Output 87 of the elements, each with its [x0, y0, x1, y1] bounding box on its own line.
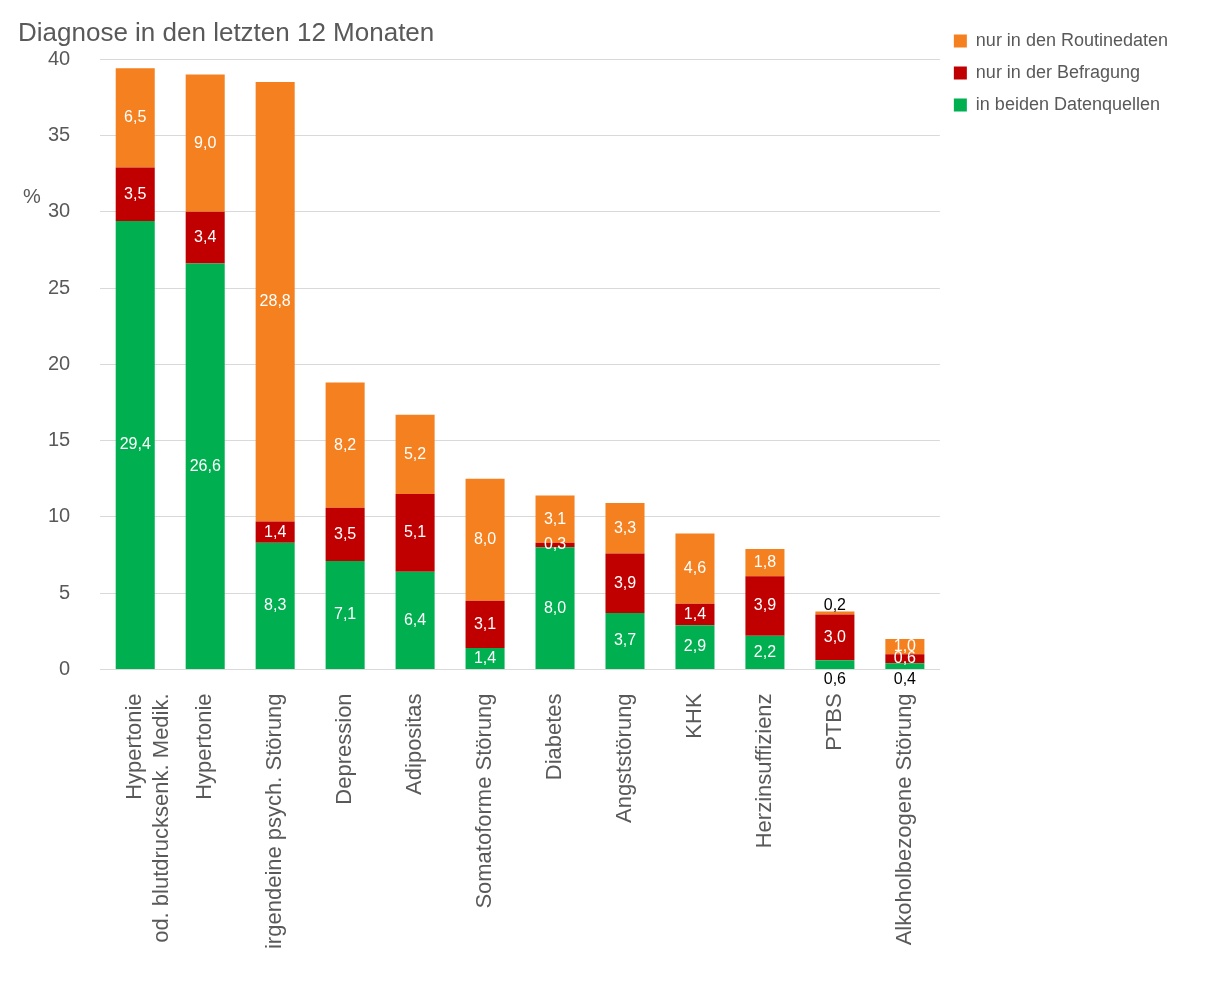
- data-label: 0,4: [893, 670, 917, 688]
- y-tick-label: 10: [48, 504, 71, 527]
- bar: [255, 82, 295, 522]
- legend-label: nur in der Befragung: [975, 61, 1140, 82]
- data-label: 3,5: [124, 184, 147, 202]
- data-label: 3,0: [823, 627, 847, 645]
- bar: [185, 211, 225, 264]
- data-label: 7,1: [334, 605, 357, 623]
- data-label: 8,0: [473, 530, 497, 548]
- x-tick-label: Herzinsuffizienz: [751, 693, 776, 849]
- x-tick-label: Depression: [331, 693, 357, 805]
- bar: [395, 414, 435, 494]
- bar: [115, 68, 155, 168]
- data-label: 2,2: [753, 642, 777, 660]
- y-tick-label: 40: [48, 46, 71, 69]
- bar: [745, 635, 785, 669]
- data-label: 3,9: [753, 596, 777, 614]
- y-tick-label: 0: [59, 656, 71, 679]
- x-tick-label: Angststörung: [611, 693, 637, 824]
- data-label: 29,4: [119, 435, 151, 453]
- bar: [325, 382, 365, 508]
- y-tick-label: 35: [48, 122, 71, 145]
- data-label: 8,2: [334, 435, 357, 453]
- data-label: 3,7: [613, 631, 637, 649]
- bar: [395, 571, 435, 669]
- legend-label: nur in den Routinedaten: [975, 29, 1169, 50]
- x-tick-label: Hypertonie: [191, 693, 217, 800]
- data-label: 28,8: [259, 292, 291, 310]
- x-tick-label: irgendeine psych. Störung: [261, 693, 287, 950]
- bar: [675, 625, 715, 669]
- data-label: 26,6: [189, 456, 221, 474]
- y-tick-label: 15: [48, 428, 71, 451]
- data-label: 1,0: [893, 636, 917, 654]
- bar: [675, 533, 715, 604]
- data-label: 1,8: [753, 553, 777, 571]
- data-label: 4,6: [683, 559, 707, 577]
- y-tick-label: 5: [59, 580, 71, 603]
- data-label: 9,0: [194, 133, 217, 151]
- x-tick-label: PTBS: [820, 693, 846, 751]
- bar: [325, 507, 365, 562]
- data-label: 8,3: [264, 596, 287, 614]
- data-label: 1,4: [683, 604, 707, 622]
- y-tick-label: 25: [48, 275, 71, 298]
- bar: [255, 542, 295, 669]
- data-label: 3,5: [334, 524, 357, 542]
- data-label: 3,3: [613, 518, 637, 536]
- data-label: 0,2: [823, 595, 847, 613]
- y-tick-label: 20: [48, 351, 71, 374]
- data-label: 3,9: [613, 573, 637, 591]
- bar: [815, 660, 855, 669]
- bar: [325, 561, 365, 669]
- chart-title: Diagnose in den letzten 12 Monaten: [18, 16, 435, 47]
- data-label: 1,4: [264, 522, 287, 540]
- bar: [465, 600, 505, 649]
- x-tick-label: Adipositas: [401, 693, 427, 795]
- data-label: 2,9: [683, 637, 707, 655]
- bar: [745, 576, 785, 636]
- data-label: 0,6: [823, 670, 847, 688]
- data-label: 1,4: [473, 648, 497, 666]
- bar: [605, 612, 645, 669]
- bar: [395, 493, 435, 572]
- data-label: 5,1: [403, 523, 427, 541]
- bar: [115, 220, 155, 669]
- y-axis-title: %: [23, 185, 42, 208]
- x-tick-label: Diabetes: [541, 693, 567, 781]
- data-label: 8,0: [543, 598, 567, 616]
- bar: [185, 74, 225, 212]
- bar: [815, 611, 855, 615]
- x-tick-label: Hypertonie od. blutdrucksenk. Medik.: [121, 693, 173, 943]
- legend-label: in beiden Datenquellen: [975, 93, 1161, 114]
- bar: [885, 663, 925, 669]
- data-label: 3,1: [543, 509, 567, 527]
- bar: [185, 263, 225, 669]
- x-tick-label: KHK: [681, 693, 707, 739]
- y-tick-label: 30: [48, 199, 71, 222]
- x-tick-label: Alkoholbezogene Störung: [890, 693, 916, 946]
- bar: [605, 553, 645, 613]
- x-tick-label: Somatoforme Störung: [471, 693, 497, 909]
- data-label: 3,1: [473, 614, 497, 632]
- data-label: 6,5: [124, 108, 147, 126]
- bar: [465, 478, 505, 601]
- data-label: 6,4: [403, 610, 427, 628]
- bar: [815, 614, 855, 661]
- data-label: 3,4: [194, 228, 217, 246]
- data-label: 5,2: [403, 444, 427, 462]
- bar: [605, 503, 645, 554]
- bar: [115, 167, 155, 221]
